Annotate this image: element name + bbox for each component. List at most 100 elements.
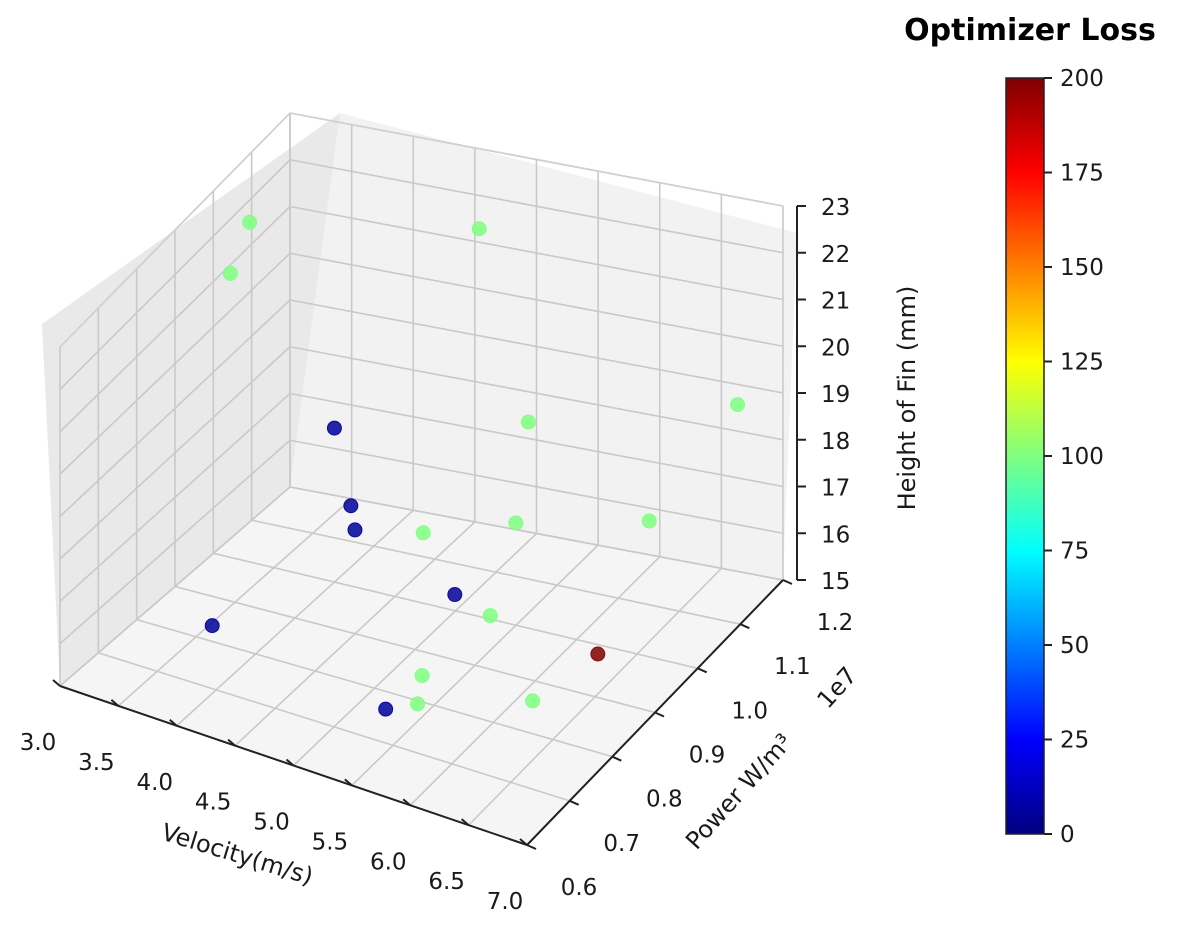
floor-gridline-y [98,652,570,802]
data-point [326,420,342,436]
left-gridline-z [59,299,291,518]
data-point [343,498,359,514]
x-tick [344,778,353,787]
z-tick-label: 15 [821,569,850,595]
y-tick [526,844,537,850]
colorbar-tick-label: 50 [1060,633,1089,659]
colorbar-gradient [1005,77,1045,835]
left-gridline-z [59,392,291,602]
floor-gridline-y [136,618,613,758]
back-gridline-z [289,345,784,441]
y-tick-label: 0.7 [603,831,640,857]
floor-gridline-y [213,552,698,670]
x-tick [519,838,528,846]
y-tick-label: 0.9 [689,743,726,769]
y-tick [782,579,793,585]
x-tick-label: 6.5 [428,869,465,895]
colorbar-tick-label: 175 [1060,161,1104,187]
z-tick-label: 16 [821,522,850,548]
data-point [471,221,487,237]
x-tick [110,699,120,707]
x-tick-label: 5.5 [312,829,349,855]
x-tick-label: 5.0 [253,810,290,836]
x-tick [402,798,411,807]
z-tick-label: 23 [821,195,850,221]
x-tick [52,679,61,687]
z-tick-label: 20 [821,335,850,361]
data-points [204,214,746,717]
x-tick-label: 3.5 [78,750,115,776]
left-pane [42,113,340,686]
y-tick-label: 0.6 [561,875,598,901]
data-point [242,214,258,230]
data-point [482,608,498,624]
back-gridline-z [289,205,784,301]
z-tick-label: 19 [821,382,850,408]
y-tick-label: 1.0 [731,698,768,724]
x-axis-label: Velocity(m/s) [158,818,316,891]
axis-ticks: 3.03.54.04.55.05.56.06.57.00.60.70.80.91… [20,195,854,915]
colorbar-tick-label: 150 [1060,255,1104,281]
x-tick [169,718,178,727]
back-gridline-z [289,439,784,535]
y-tick-label: 1.1 [774,654,811,680]
y-tick-label: 1.2 [817,610,854,636]
data-point [410,696,426,712]
left-gridline-z [59,439,291,645]
left-gridline-z [59,346,291,560]
colorbar-tick-label: 75 [1060,539,1089,565]
data-point [378,701,394,717]
floor-pane [60,487,783,845]
y-axis-offset-label: 1e7 [811,661,862,713]
x-tick-label: 7.0 [487,889,524,915]
data-point [415,525,431,541]
colorbar-ticks: 0 25 50 75 100 125 150 175 200 [1044,66,1104,848]
colorbar-tick-label: 0 [1060,822,1075,848]
x-tick-label: 4.0 [136,770,173,796]
y-tick [569,799,580,806]
y-tick [697,667,708,674]
data-point [347,522,363,538]
x-tick [285,758,295,767]
data-point [730,397,746,413]
z-tick-label: 18 [821,429,850,455]
data-point [508,515,524,531]
data-point [525,693,541,709]
back-gridline-z [289,486,784,581]
axes-panes [42,113,797,845]
left-gridline-z [59,205,291,433]
z-tick-label: 17 [821,476,850,502]
x-tick-label: 3.0 [20,730,57,756]
pane-edge-top-back [289,112,784,207]
colorbar-tick-label: 25 [1060,728,1089,754]
y-tick-label: 0.8 [646,787,683,813]
data-point [222,265,238,281]
left-gridline-z [59,486,291,687]
x-tick [460,818,470,826]
floor-gridline-y [174,585,656,714]
colorbar-tick-label: 125 [1060,350,1104,376]
colorbar-tick-label: 100 [1060,444,1104,470]
left-gridline-z [59,252,291,475]
back-gridline-z [289,299,784,394]
x-tick-label: 6.0 [370,849,407,875]
colorbar-tick-label: 200 [1060,66,1104,92]
floor-gridline-y [251,519,741,625]
back-gridline-z [289,252,784,348]
y-tick [654,711,665,718]
data-point [641,513,657,529]
z-tick-label: 22 [821,242,850,268]
x-tick [227,738,236,747]
pane-edge-top-left [59,112,291,348]
y-tick [611,755,622,762]
y-tick [739,623,750,630]
back-gridline-z [289,158,784,254]
data-point [414,668,430,684]
data-point [447,587,463,603]
z-tick-label: 21 [821,289,850,315]
x-tick-label: 4.5 [195,790,232,816]
data-point [590,646,606,662]
z-axis-label: Height of Fin (mm) [893,286,921,511]
data-point [204,618,220,634]
